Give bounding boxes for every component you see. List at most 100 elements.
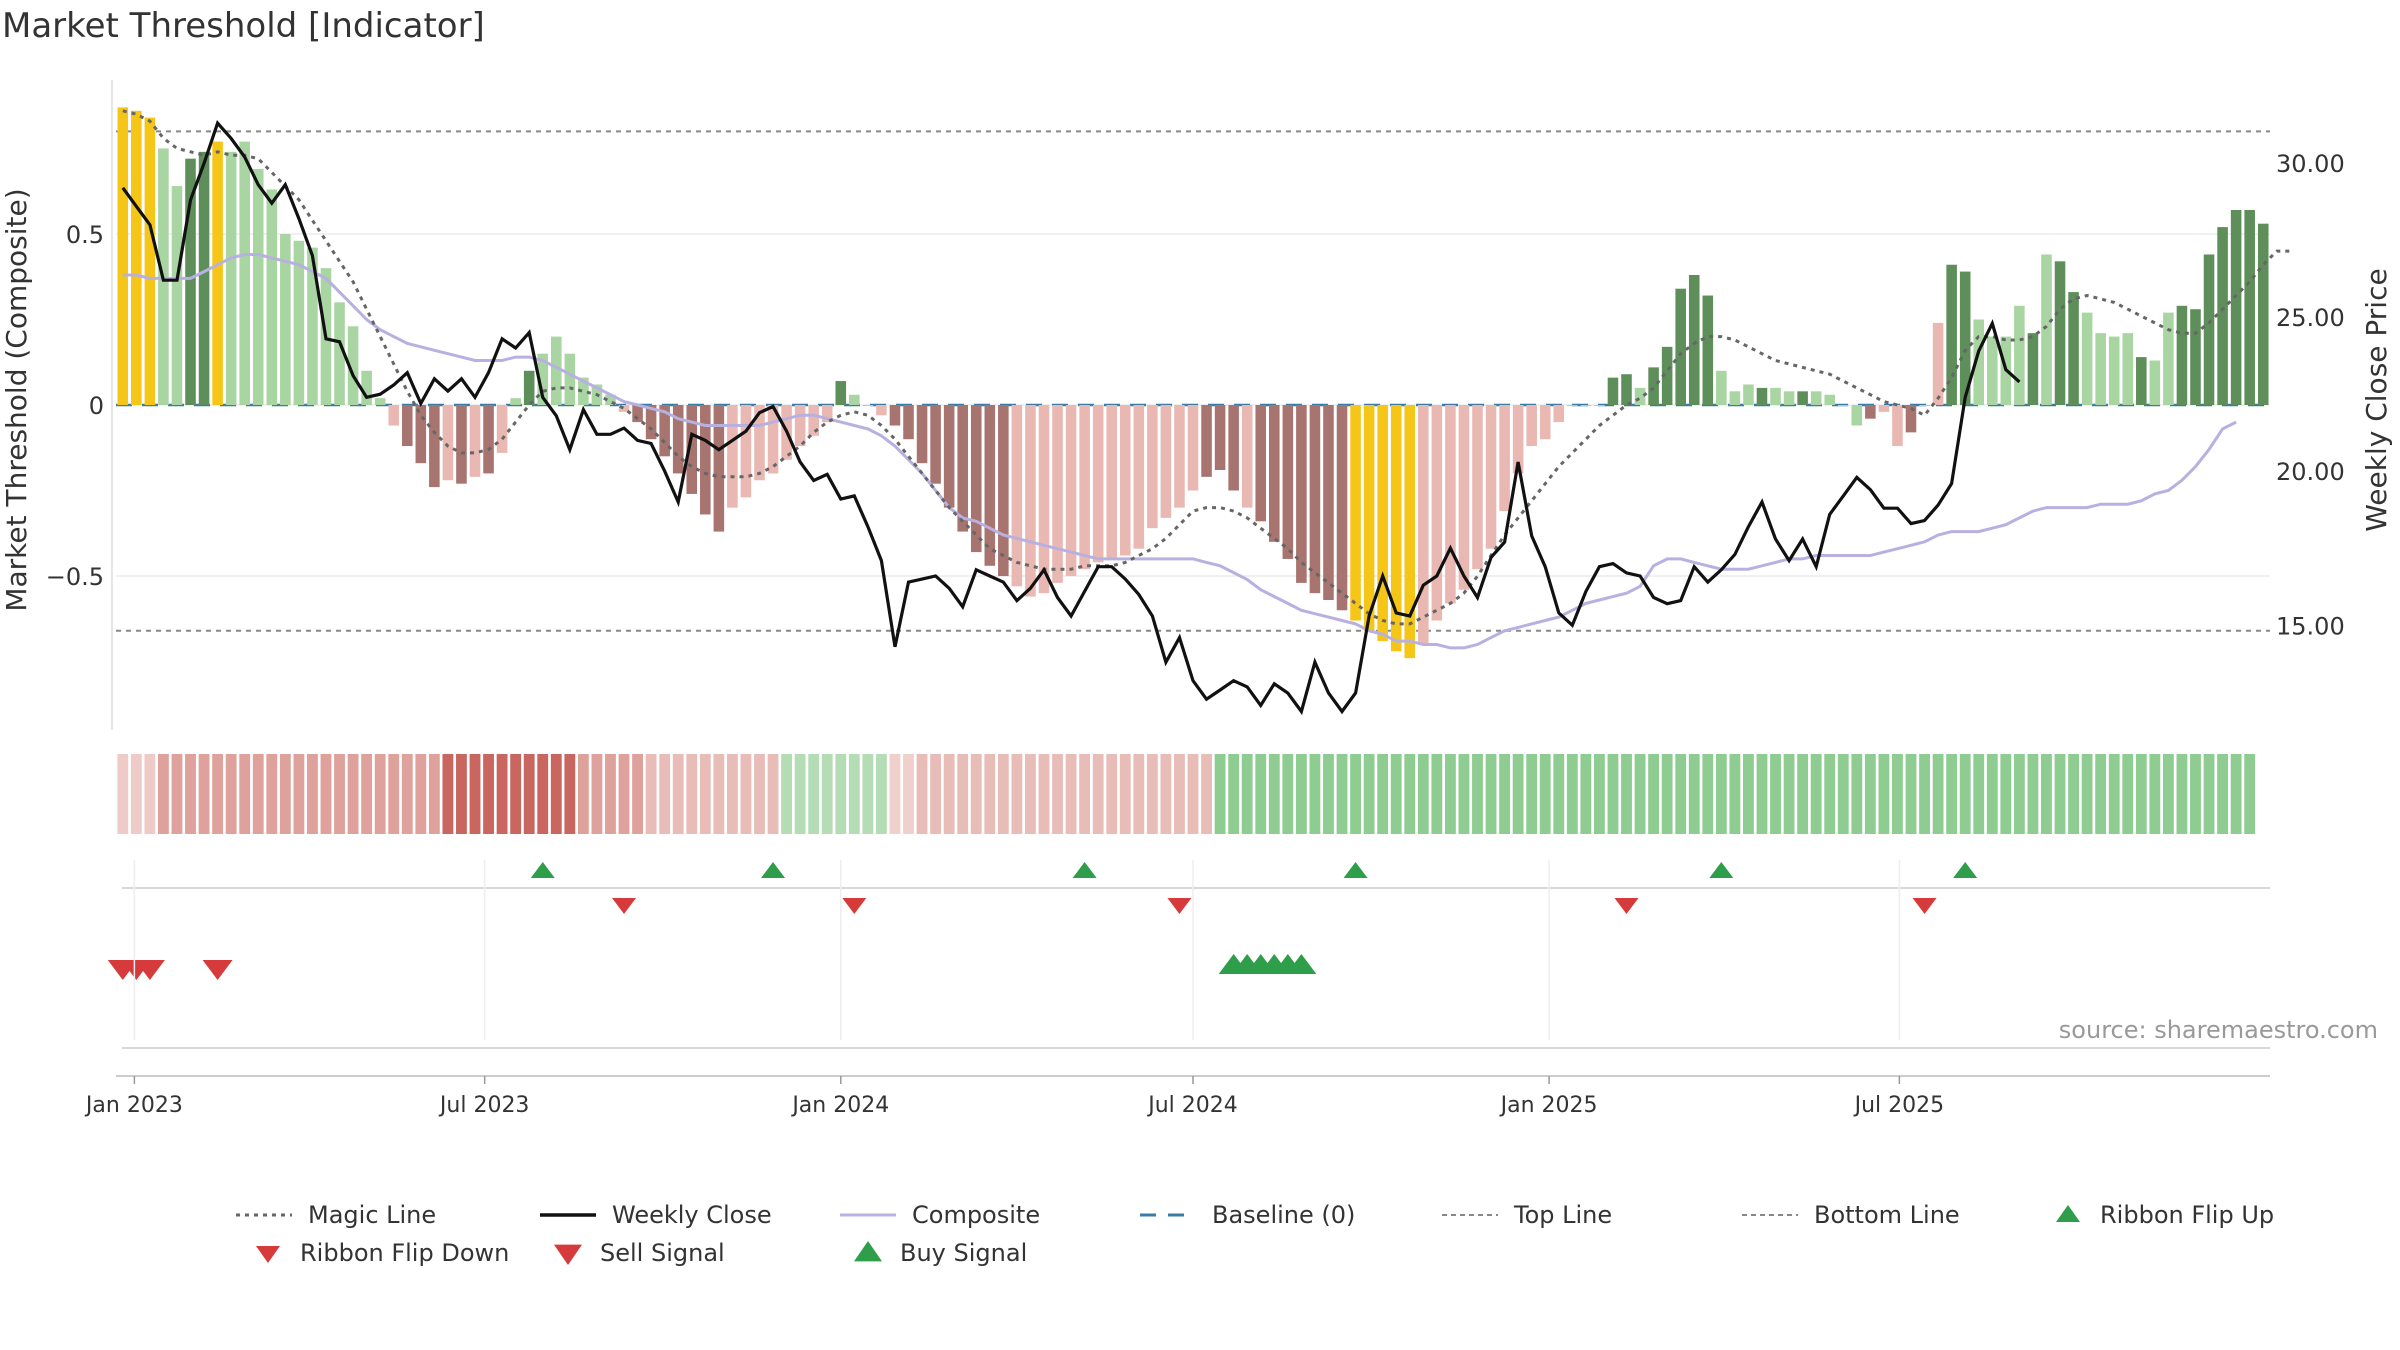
threshold-bar bbox=[1241, 405, 1253, 508]
threshold-bar bbox=[1539, 405, 1551, 440]
threshold-bar bbox=[415, 405, 427, 464]
ribbon-cell bbox=[1174, 754, 1185, 834]
threshold-bar bbox=[1458, 405, 1470, 590]
ribbon-cell bbox=[1363, 754, 1375, 834]
threshold-bar bbox=[1919, 405, 1930, 406]
threshold-bar bbox=[2014, 305, 2025, 405]
x-tick-label: Jan 2025 bbox=[1499, 1093, 1598, 1118]
ribbon-flip-row bbox=[122, 862, 2270, 914]
threshold-bar bbox=[672, 405, 684, 474]
ribbon-cell bbox=[1959, 754, 1971, 834]
ribbon-cell bbox=[1282, 754, 1294, 834]
threshold-bar bbox=[645, 405, 657, 440]
legend-item[interactable]: Top Line bbox=[1440, 1195, 1612, 1235]
legend-label: Sell Signal bbox=[600, 1239, 725, 1267]
legend-item[interactable]: Composite bbox=[838, 1195, 1040, 1235]
legend-item[interactable]: Buy Signal bbox=[850, 1233, 1027, 1273]
x-tick-label: Jul 2025 bbox=[1853, 1093, 1945, 1118]
ribbon-cell bbox=[1729, 754, 1741, 834]
legend-item[interactable]: Baseline (0) bbox=[1138, 1195, 1355, 1235]
threshold-bar bbox=[117, 107, 129, 406]
ribbon-cell bbox=[699, 754, 711, 834]
threshold-bar bbox=[835, 381, 847, 405]
ribbon-cell bbox=[1566, 754, 1578, 834]
ribbon-cell bbox=[2068, 754, 2079, 834]
ribbon-flip-up-marker bbox=[1953, 862, 1978, 878]
threshold-bar bbox=[1594, 405, 1605, 406]
legend-item[interactable]: Magic Line bbox=[234, 1195, 436, 1235]
ribbon-cell bbox=[2027, 754, 2039, 834]
ribbon-cell bbox=[1268, 754, 1280, 834]
threshold-bar bbox=[429, 405, 440, 488]
threshold-bar bbox=[1729, 391, 1741, 405]
ribbon-flip-down-marker bbox=[612, 898, 637, 914]
threshold-bar bbox=[1485, 405, 1497, 549]
threshold-bar bbox=[1973, 319, 1985, 405]
threshold-bar bbox=[578, 377, 589, 405]
threshold-bar bbox=[1472, 405, 1483, 570]
x-tick-label: Jan 2024 bbox=[790, 1093, 889, 1118]
legend-label: Top Line bbox=[1514, 1201, 1613, 1229]
threshold-bar bbox=[1282, 405, 1294, 559]
ribbon-cell bbox=[889, 754, 901, 834]
threshold-bar bbox=[1147, 405, 1158, 529]
threshold-bar bbox=[483, 405, 494, 474]
threshold-bar bbox=[2163, 312, 2174, 405]
threshold-bar bbox=[1363, 405, 1375, 631]
threshold-bar bbox=[1228, 405, 1239, 491]
threshold-bar bbox=[1986, 336, 1998, 405]
ribbon-flip-up-marker bbox=[530, 862, 555, 878]
threshold-bar bbox=[1065, 405, 1077, 577]
threshold-bar bbox=[252, 168, 264, 405]
ribbon-cell bbox=[347, 754, 359, 834]
threshold-bar bbox=[1390, 405, 1402, 652]
legend-item[interactable]: Ribbon Flip Down bbox=[250, 1233, 509, 1273]
ribbon-cell bbox=[2135, 754, 2147, 834]
threshold-bar bbox=[1255, 405, 1267, 522]
ribbon-cell bbox=[1499, 754, 1511, 834]
ribbon-cell bbox=[1228, 754, 1240, 834]
legend-item[interactable]: Weekly Close bbox=[538, 1195, 772, 1235]
threshold-bar bbox=[808, 405, 819, 436]
ribbon-cell bbox=[2122, 754, 2134, 834]
x-tick-label: Jul 2023 bbox=[438, 1093, 530, 1118]
threshold-bar bbox=[2054, 261, 2066, 405]
threshold-bar bbox=[2081, 312, 2093, 405]
ribbon-cell bbox=[605, 754, 616, 834]
threshold-bar bbox=[239, 141, 250, 405]
ribbon-cell bbox=[483, 754, 494, 834]
threshold-bar bbox=[1079, 405, 1090, 570]
ribbon-cell bbox=[2190, 754, 2201, 834]
ribbon-cell bbox=[726, 754, 738, 834]
legend-item[interactable]: Sell Signal bbox=[550, 1233, 725, 1273]
ribbon-cell bbox=[2054, 754, 2066, 834]
legend-item[interactable]: Ribbon Flip Up bbox=[2050, 1195, 2274, 1235]
ribbon-cell bbox=[1715, 754, 1727, 834]
ribbon-cell bbox=[537, 754, 549, 834]
threshold-bar bbox=[1499, 405, 1510, 512]
ribbon-cell bbox=[2013, 754, 2025, 834]
ribbon-cell bbox=[1472, 754, 1483, 834]
ribbon-cell bbox=[862, 754, 874, 834]
threshold-bar bbox=[2190, 309, 2201, 405]
threshold-bar bbox=[1567, 405, 1578, 406]
right-tick-label: 30.00 bbox=[2276, 150, 2345, 178]
legend-item[interactable]: Bottom Line bbox=[1740, 1195, 1960, 1235]
threshold-bar bbox=[469, 405, 481, 477]
ribbon-cell bbox=[361, 754, 373, 834]
threshold-bar bbox=[2176, 305, 2188, 405]
ribbon-cell bbox=[997, 754, 1009, 834]
left-axis: 0.5 0 −0.5 Market Threshold (Composite) bbox=[0, 80, 113, 730]
ribbon-flip-down-marker bbox=[1614, 898, 1639, 914]
threshold-bar bbox=[1865, 405, 1876, 419]
ribbon-cell bbox=[415, 754, 427, 834]
threshold-bar bbox=[1892, 405, 1903, 447]
threshold-bar bbox=[2203, 254, 2215, 405]
threshold-bar bbox=[198, 151, 210, 405]
ribbon-cell bbox=[334, 754, 345, 834]
ribbon-cell bbox=[1390, 754, 1402, 834]
threshold-bar bbox=[605, 394, 616, 405]
ribbon-cell bbox=[1661, 754, 1673, 834]
threshold-bar bbox=[2068, 292, 2079, 405]
threshold-bar bbox=[849, 394, 860, 405]
